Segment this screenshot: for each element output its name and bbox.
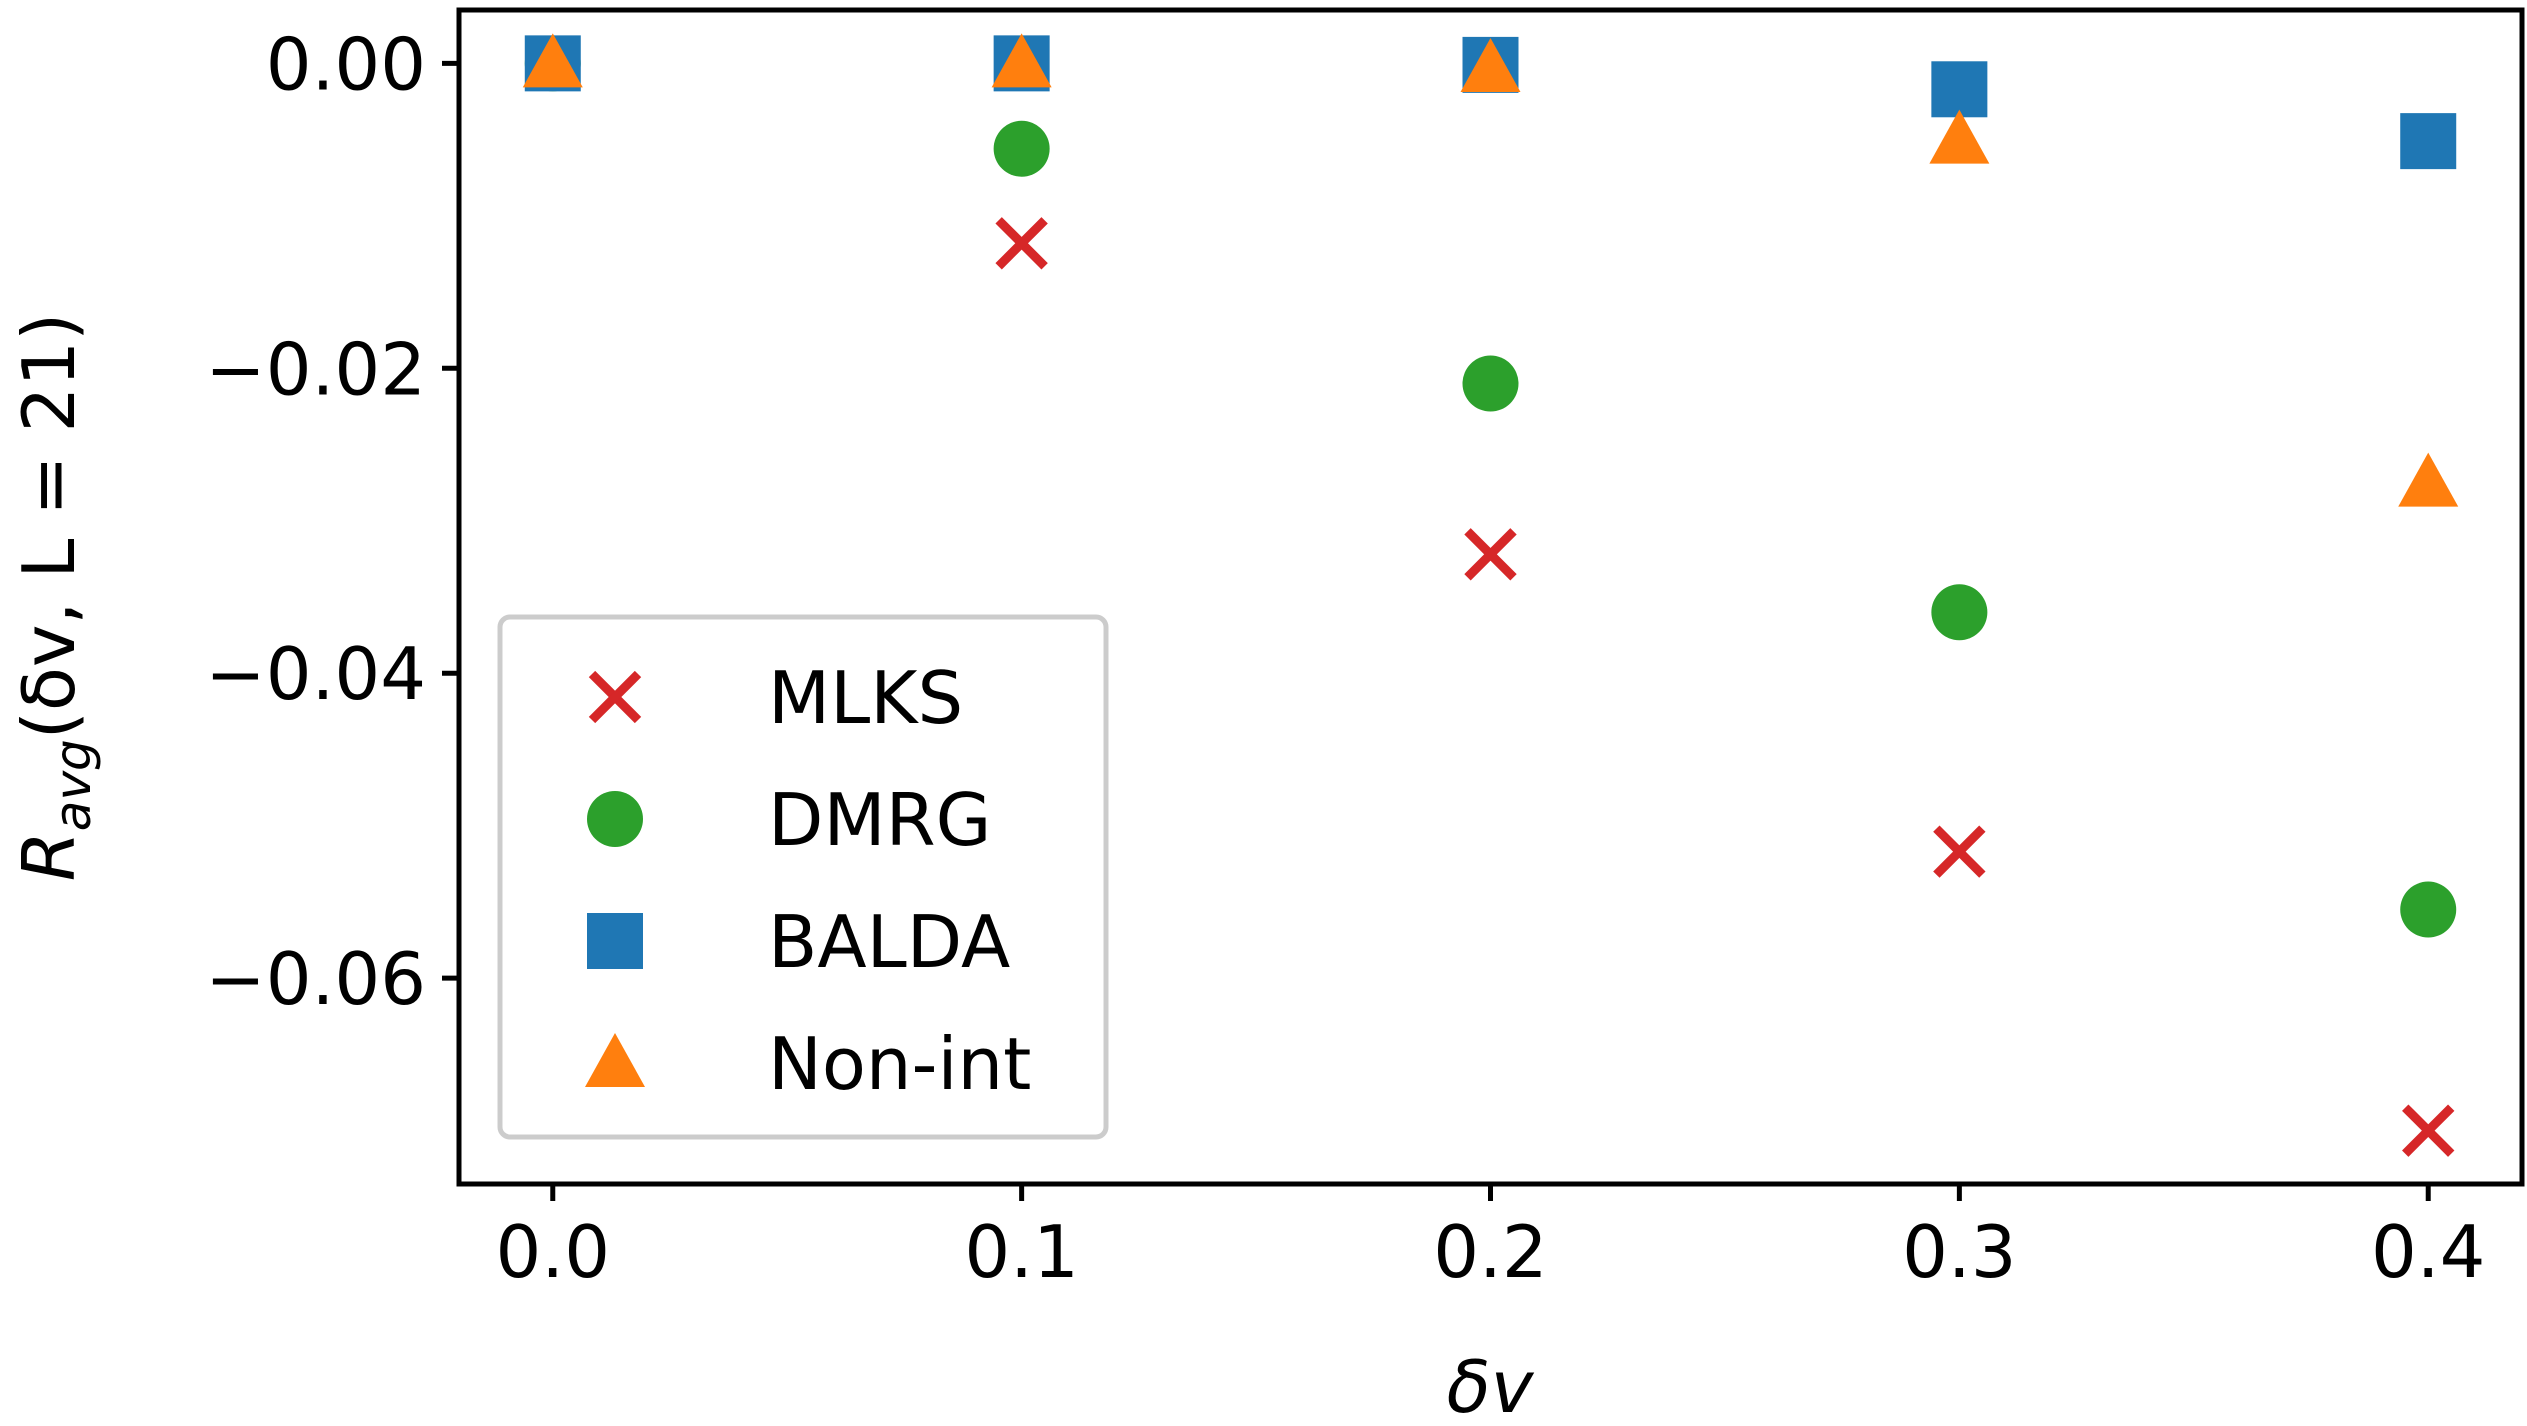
marker-shape: [1460, 37, 1521, 92]
data-point-non-int: [1929, 109, 1990, 164]
data-point-balda: [2400, 113, 2457, 170]
legend-label-non-int: Non-int: [768, 1022, 1031, 1106]
marker-shape: [2398, 452, 2459, 507]
data-point-non-int: [991, 33, 1052, 88]
marker-shape: [1462, 355, 1519, 412]
data-point-mlks: [2402, 1104, 2455, 1157]
data-point-dmrg: [993, 120, 1050, 177]
data-point-mlks: [1464, 528, 1517, 581]
data-point-balda: [1931, 61, 1988, 118]
x-axis-ticks: 0.0 0.1 0.2 0.3 0.4: [496, 1184, 2486, 1294]
legend-marker-mlks: [588, 670, 642, 724]
marker-stroke: [1464, 528, 1517, 581]
data-point-dmrg: [1931, 584, 1988, 641]
data-point-mlks: [995, 217, 1048, 270]
legend-label-balda: BALDA: [768, 900, 1010, 984]
legend-marker-balda: [587, 913, 643, 969]
marker-shape: [585, 1033, 645, 1087]
marker-shape: [993, 120, 1050, 177]
marker-shape: [1931, 584, 1988, 641]
x-tick-label: 0.4: [2371, 1210, 2486, 1294]
x-tick-label: 0.3: [1902, 1210, 2017, 1294]
y-tick-label: 0.00: [266, 22, 426, 106]
y-axis-label-args: (δv, L = 21): [7, 313, 91, 739]
data-point-dmrg: [1462, 355, 1519, 412]
x-tick-label: 0.2: [1433, 1210, 1548, 1294]
marker-stroke: [995, 217, 1048, 270]
y-axis-label: Ravg(δv, L = 21): [7, 313, 102, 881]
marker-shape: [522, 33, 583, 88]
y-tick-label: −0.04: [205, 632, 426, 716]
marker-shape: [991, 33, 1052, 88]
legend: MLKS DMRG BALDA Non-int: [497, 614, 1109, 1140]
data-point-non-int: [2398, 452, 2459, 507]
data-point-non-int: [1460, 37, 1521, 92]
marker-shape: [1929, 109, 1990, 164]
y-tick-label: −0.06: [205, 937, 426, 1021]
marker-shape: [2400, 881, 2457, 938]
y-axis-ticks: 0.00 −0.02 −0.04 −0.06: [205, 22, 459, 1021]
x-tick-label: 0.1: [964, 1210, 1079, 1294]
x-tick-label: 0.0: [496, 1210, 611, 1294]
marker-shape: [587, 791, 643, 847]
marker-shape: [2400, 113, 2457, 170]
x-axis-label: δv: [1447, 1345, 1535, 1426]
y-axis-label-subscript: avg: [44, 739, 102, 831]
marker-stroke: [1933, 825, 1986, 878]
data-point-dmrg: [2400, 881, 2457, 938]
marker-stroke: [2402, 1104, 2455, 1157]
legend-marker-dmrg: [587, 791, 643, 847]
data-point-mlks: [1933, 825, 1986, 878]
legend-label-mlks: MLKS: [768, 656, 963, 740]
legend-label-dmrg: DMRG: [768, 778, 991, 862]
legend-frame: [497, 614, 1109, 1140]
y-axis-label-base: R: [7, 831, 91, 881]
marker-shape: [1931, 61, 1988, 118]
y-tick-label: −0.02: [205, 327, 426, 411]
legend-marker-non-int: [585, 1033, 645, 1087]
marker-stroke: [588, 670, 642, 724]
data-markers: [522, 33, 2459, 1157]
marker-shape: [587, 913, 643, 969]
data-point-non-int: [522, 33, 583, 88]
